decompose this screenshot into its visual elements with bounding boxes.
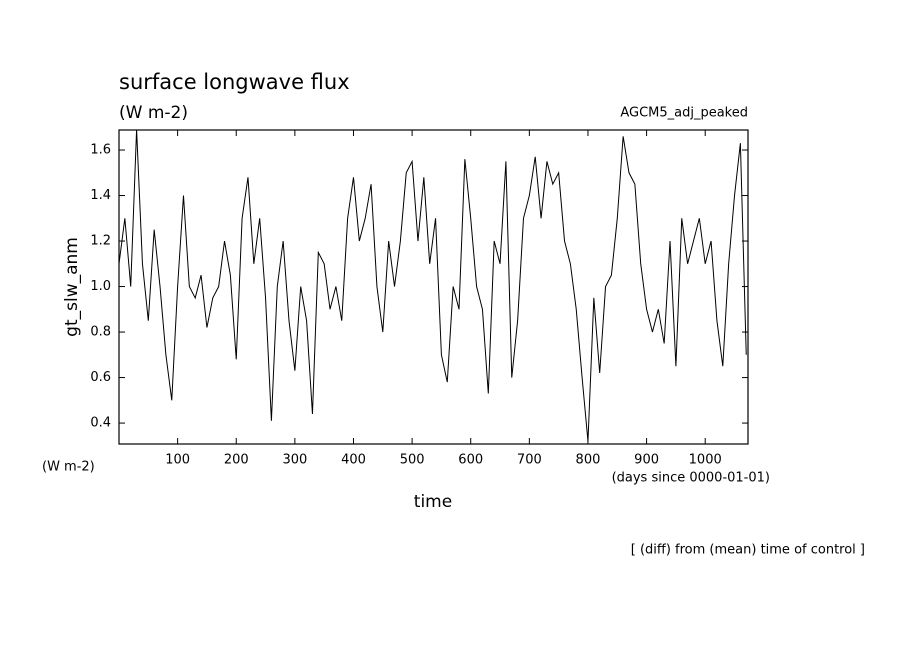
y-tick-label: 1.2 (90, 234, 111, 249)
chart-title: surface longwave flux (119, 70, 350, 94)
x-tick-label: 900 (634, 453, 659, 468)
x-tick-label: 800 (576, 453, 601, 468)
x-tick-label: 1000 (689, 453, 722, 468)
y-unit: (W m-2) (42, 460, 95, 475)
y-tick-label: 1.6 (90, 143, 111, 158)
x-tick-label: 600 (458, 453, 483, 468)
x-tick-label: 400 (341, 453, 366, 468)
x-tick-label: 500 (400, 453, 425, 468)
data-line (118, 129, 747, 442)
y-tick-label: 1.4 (90, 188, 111, 203)
chart-subtitle: (W m-2) (119, 103, 188, 123)
y-tick-label: 0.4 (90, 416, 111, 431)
annotation: AGCM5_adj_peaked (620, 106, 748, 121)
x-tick-label: 100 (165, 453, 190, 468)
x-tick-label: 700 (517, 453, 542, 468)
x-tick-label: 200 (224, 453, 249, 468)
x-tick-label: 300 (282, 453, 307, 468)
x-axis-label: time (414, 492, 452, 512)
y-axis-label: gt_slw_anm (62, 237, 82, 337)
y-tick-label: 0.8 (90, 325, 111, 340)
x-unit: (days since 0000-01-01) (612, 471, 770, 486)
footnote: [ (diff) from (mean) time of control ] (631, 543, 865, 558)
y-tick-label: 1.0 (90, 279, 111, 294)
y-tick-label: 0.6 (90, 370, 111, 385)
